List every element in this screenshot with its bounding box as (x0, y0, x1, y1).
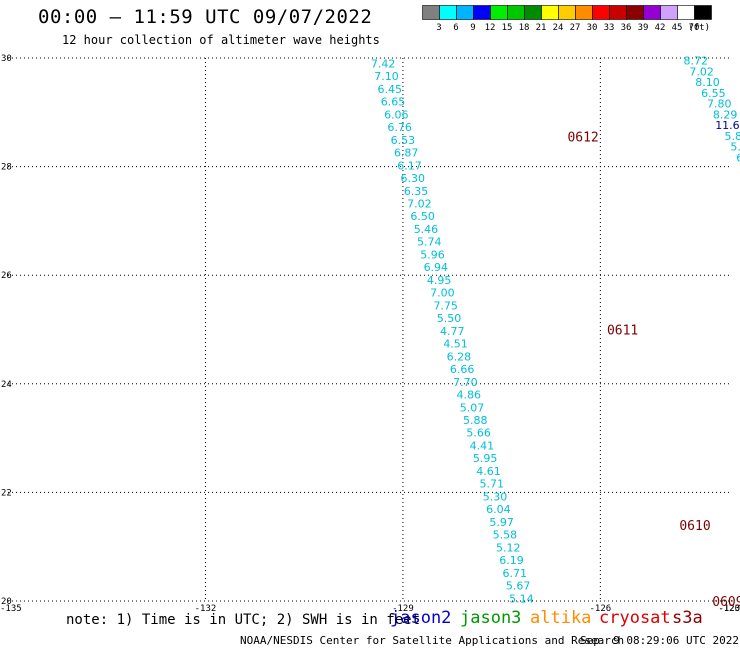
swh-value: 8.10 (695, 76, 720, 89)
swh-value: 7.70 (453, 376, 478, 389)
colorbar-swatch (694, 5, 712, 20)
swh-value: 7.02 (407, 198, 432, 211)
track-time-label: 0612 (567, 131, 598, 146)
swh-value: 6.65 (381, 96, 406, 109)
swh-value: 5.46 (414, 223, 439, 236)
swh-value: 4.86 (456, 389, 481, 402)
swh-value: 6.55 (701, 87, 726, 100)
swh-value: 7.00 (430, 287, 455, 300)
swh-value: 6.41 (736, 151, 740, 164)
lon-tick-label: -120 (718, 604, 740, 614)
colorbar-tick-label: 33 (604, 23, 615, 33)
track-time-label: 0609 (712, 595, 740, 610)
swh-value: 7.75 (433, 299, 458, 312)
lon-tick-label: -126 (590, 604, 612, 614)
swh-value: 5.95 (473, 452, 498, 465)
swh-value: 5.30 (483, 490, 508, 503)
swh-value: 5.81 (725, 130, 740, 143)
swh-value: 6.45 (377, 83, 402, 96)
colorbar-legend: 3 6 9 12 15 18 21 24 27 30 33 36 39 42 45 70(ft) (422, 5, 712, 33)
swh-value: 4.95 (427, 274, 452, 287)
footer-credit: NOAA/NESDIS Center for Satellite Applica… (240, 634, 625, 647)
satellite-label-s3a: s3a (672, 608, 703, 628)
swh-value: 7.80 (707, 98, 732, 111)
lat-tick-label: 30 (1, 54, 12, 64)
swh-value: 8.29 (713, 108, 738, 121)
lon-tick-label: -129 (392, 604, 414, 614)
swh-value: 5.77 (730, 141, 740, 154)
page-subtitle: 12 hour collection of altimeter wave hei… (62, 33, 380, 47)
satellite-label-cryosat: cryosat (599, 608, 671, 628)
swh-value: 6.28 (447, 350, 472, 363)
colorbar-tick-label: 45 (672, 23, 683, 33)
colorbar-tick-label: 30 (587, 23, 598, 33)
swh-value: 6.06 (384, 108, 409, 121)
swh-value: 4.77 (440, 325, 465, 338)
swh-value: 5.97 (489, 516, 514, 529)
swh-value: 7.10 (374, 70, 399, 83)
swh-value: 7.02 (689, 65, 714, 78)
colorbar-tick-label: 27 (570, 23, 581, 33)
track-time-label: 0610 (679, 519, 710, 534)
colorbar-tick-label: 36 (621, 23, 632, 33)
satellite-label-jason3: jason3 (460, 608, 522, 628)
track-time-label: 0611 (607, 324, 638, 339)
swh-value: 5.67 (506, 580, 531, 593)
colorbar-tick-label: 24 (553, 23, 564, 33)
swh-value: 6.87 (394, 147, 419, 160)
swh-value: 5.74 (417, 236, 442, 249)
satellite-label-jason2: jason2 (390, 608, 452, 628)
swh-value: 7.42 (371, 57, 396, 70)
page-title: 00:00 – 11:59 UTC 09/07/2022 (38, 6, 373, 28)
swh-value: 6.94 (424, 261, 449, 274)
swh-value: 5.71 (480, 478, 505, 491)
swh-value: 5.58 (493, 529, 518, 542)
swh-value: 6.50 (410, 210, 435, 223)
swh-value: 6.71 (503, 567, 528, 580)
swh-value: 5.66 (466, 427, 491, 440)
lat-tick-label: 20 (1, 597, 12, 607)
swh-value: 4.41 (470, 439, 495, 452)
legend-note: note: 1) Time is in UTC; 2) SWH is in fe… (66, 612, 421, 628)
swh-value: 5.12 (496, 541, 521, 554)
footer-timestamp: Sep 9 08:29:06 UTC 2022 (580, 634, 739, 647)
colorbar-tick-label: 18 (519, 23, 530, 33)
swh-value: 5.96 (420, 248, 445, 261)
lat-tick-label: 24 (1, 380, 12, 390)
swh-value: 4.51 (443, 338, 468, 351)
lon-tick-label: -135 (0, 604, 22, 614)
swh-value: 5.14 (509, 592, 534, 605)
colorbar-tick-label: 9 (470, 23, 475, 33)
lat-tick-label: 22 (1, 488, 12, 498)
swh-value: 6.35 (404, 185, 429, 198)
swh-value: 6.19 (499, 554, 524, 567)
lon-tick-label: -132 (195, 604, 217, 614)
swh-value: 6.04 (486, 503, 511, 516)
swh-value: 6.76 (387, 121, 412, 134)
lat-tick-label: 28 (1, 163, 12, 173)
swh-value: 5.07 (460, 401, 485, 414)
satellite-label-altika: altika (530, 608, 592, 628)
swh-value: 5.50 (437, 312, 462, 325)
swh-value: 6.17 (397, 159, 422, 172)
colorbar-tick-label: 42 (655, 23, 666, 33)
colorbar-tick-label: 39 (638, 23, 649, 33)
colorbar-tick-label: 21 (536, 23, 547, 33)
colorbar-tick-label: 12 (485, 23, 496, 33)
swh-value: 11.65 (715, 119, 740, 132)
colorbar-tick-label: 15 (502, 23, 513, 33)
colorbar-tick-label: 3 (436, 23, 441, 33)
colorbar-tick-label: 70 (689, 23, 700, 33)
swh-value: 6.66 (450, 363, 475, 376)
swh-value: 8.72 (684, 55, 709, 68)
swh-value: 5.88 (463, 414, 488, 427)
lon-tick-label: -123 (718, 604, 740, 614)
swh-value: 4.61 (476, 465, 501, 478)
swh-value: 6.53 (391, 134, 416, 147)
lat-tick-label: 26 (1, 271, 12, 281)
colorbar-tick-label: 6 (453, 23, 458, 33)
swh-value: 6.30 (401, 172, 426, 185)
colorbar-unit: (ft) (688, 23, 710, 33)
